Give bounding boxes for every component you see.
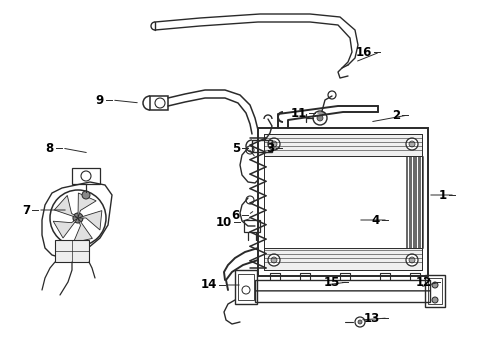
- Circle shape: [267, 254, 280, 266]
- Text: 5: 5: [231, 141, 240, 154]
- Circle shape: [267, 138, 280, 150]
- Bar: [254, 280, 429, 302]
- Circle shape: [316, 115, 323, 121]
- Text: 14: 14: [200, 279, 217, 292]
- Bar: [427, 278, 441, 304]
- Bar: [264, 134, 421, 270]
- Text: 4: 4: [371, 213, 379, 226]
- Circle shape: [73, 213, 83, 223]
- Circle shape: [357, 320, 361, 324]
- Bar: [150, 96, 168, 110]
- Text: 10: 10: [215, 216, 231, 229]
- Bar: [72, 168, 100, 184]
- Polygon shape: [54, 195, 78, 218]
- Text: 12: 12: [415, 275, 431, 288]
- Polygon shape: [73, 218, 92, 243]
- Text: 13: 13: [363, 311, 379, 324]
- Bar: [258, 128, 427, 276]
- Bar: [424, 275, 444, 307]
- Circle shape: [405, 254, 417, 266]
- Text: 3: 3: [265, 141, 273, 154]
- Text: 9: 9: [96, 94, 104, 107]
- Bar: [244, 220, 260, 232]
- Text: 2: 2: [391, 108, 399, 122]
- Text: 6: 6: [231, 208, 240, 221]
- Bar: [238, 274, 253, 300]
- Bar: [55, 240, 89, 262]
- Bar: [251, 140, 271, 152]
- Circle shape: [431, 282, 437, 288]
- Text: 1: 1: [438, 189, 446, 202]
- Text: 15: 15: [323, 275, 339, 288]
- Text: 8: 8: [46, 141, 54, 154]
- Polygon shape: [53, 218, 78, 238]
- Text: 11: 11: [290, 107, 306, 120]
- Circle shape: [270, 141, 276, 147]
- Circle shape: [82, 191, 90, 199]
- Circle shape: [270, 257, 276, 263]
- Polygon shape: [78, 211, 102, 230]
- Circle shape: [431, 297, 437, 303]
- Circle shape: [408, 257, 414, 263]
- Text: 16: 16: [355, 45, 371, 59]
- Circle shape: [405, 138, 417, 150]
- Circle shape: [408, 141, 414, 147]
- Bar: [264, 248, 421, 270]
- Bar: [264, 134, 421, 156]
- Polygon shape: [78, 193, 96, 218]
- Text: 7: 7: [22, 203, 30, 216]
- Bar: [235, 270, 257, 304]
